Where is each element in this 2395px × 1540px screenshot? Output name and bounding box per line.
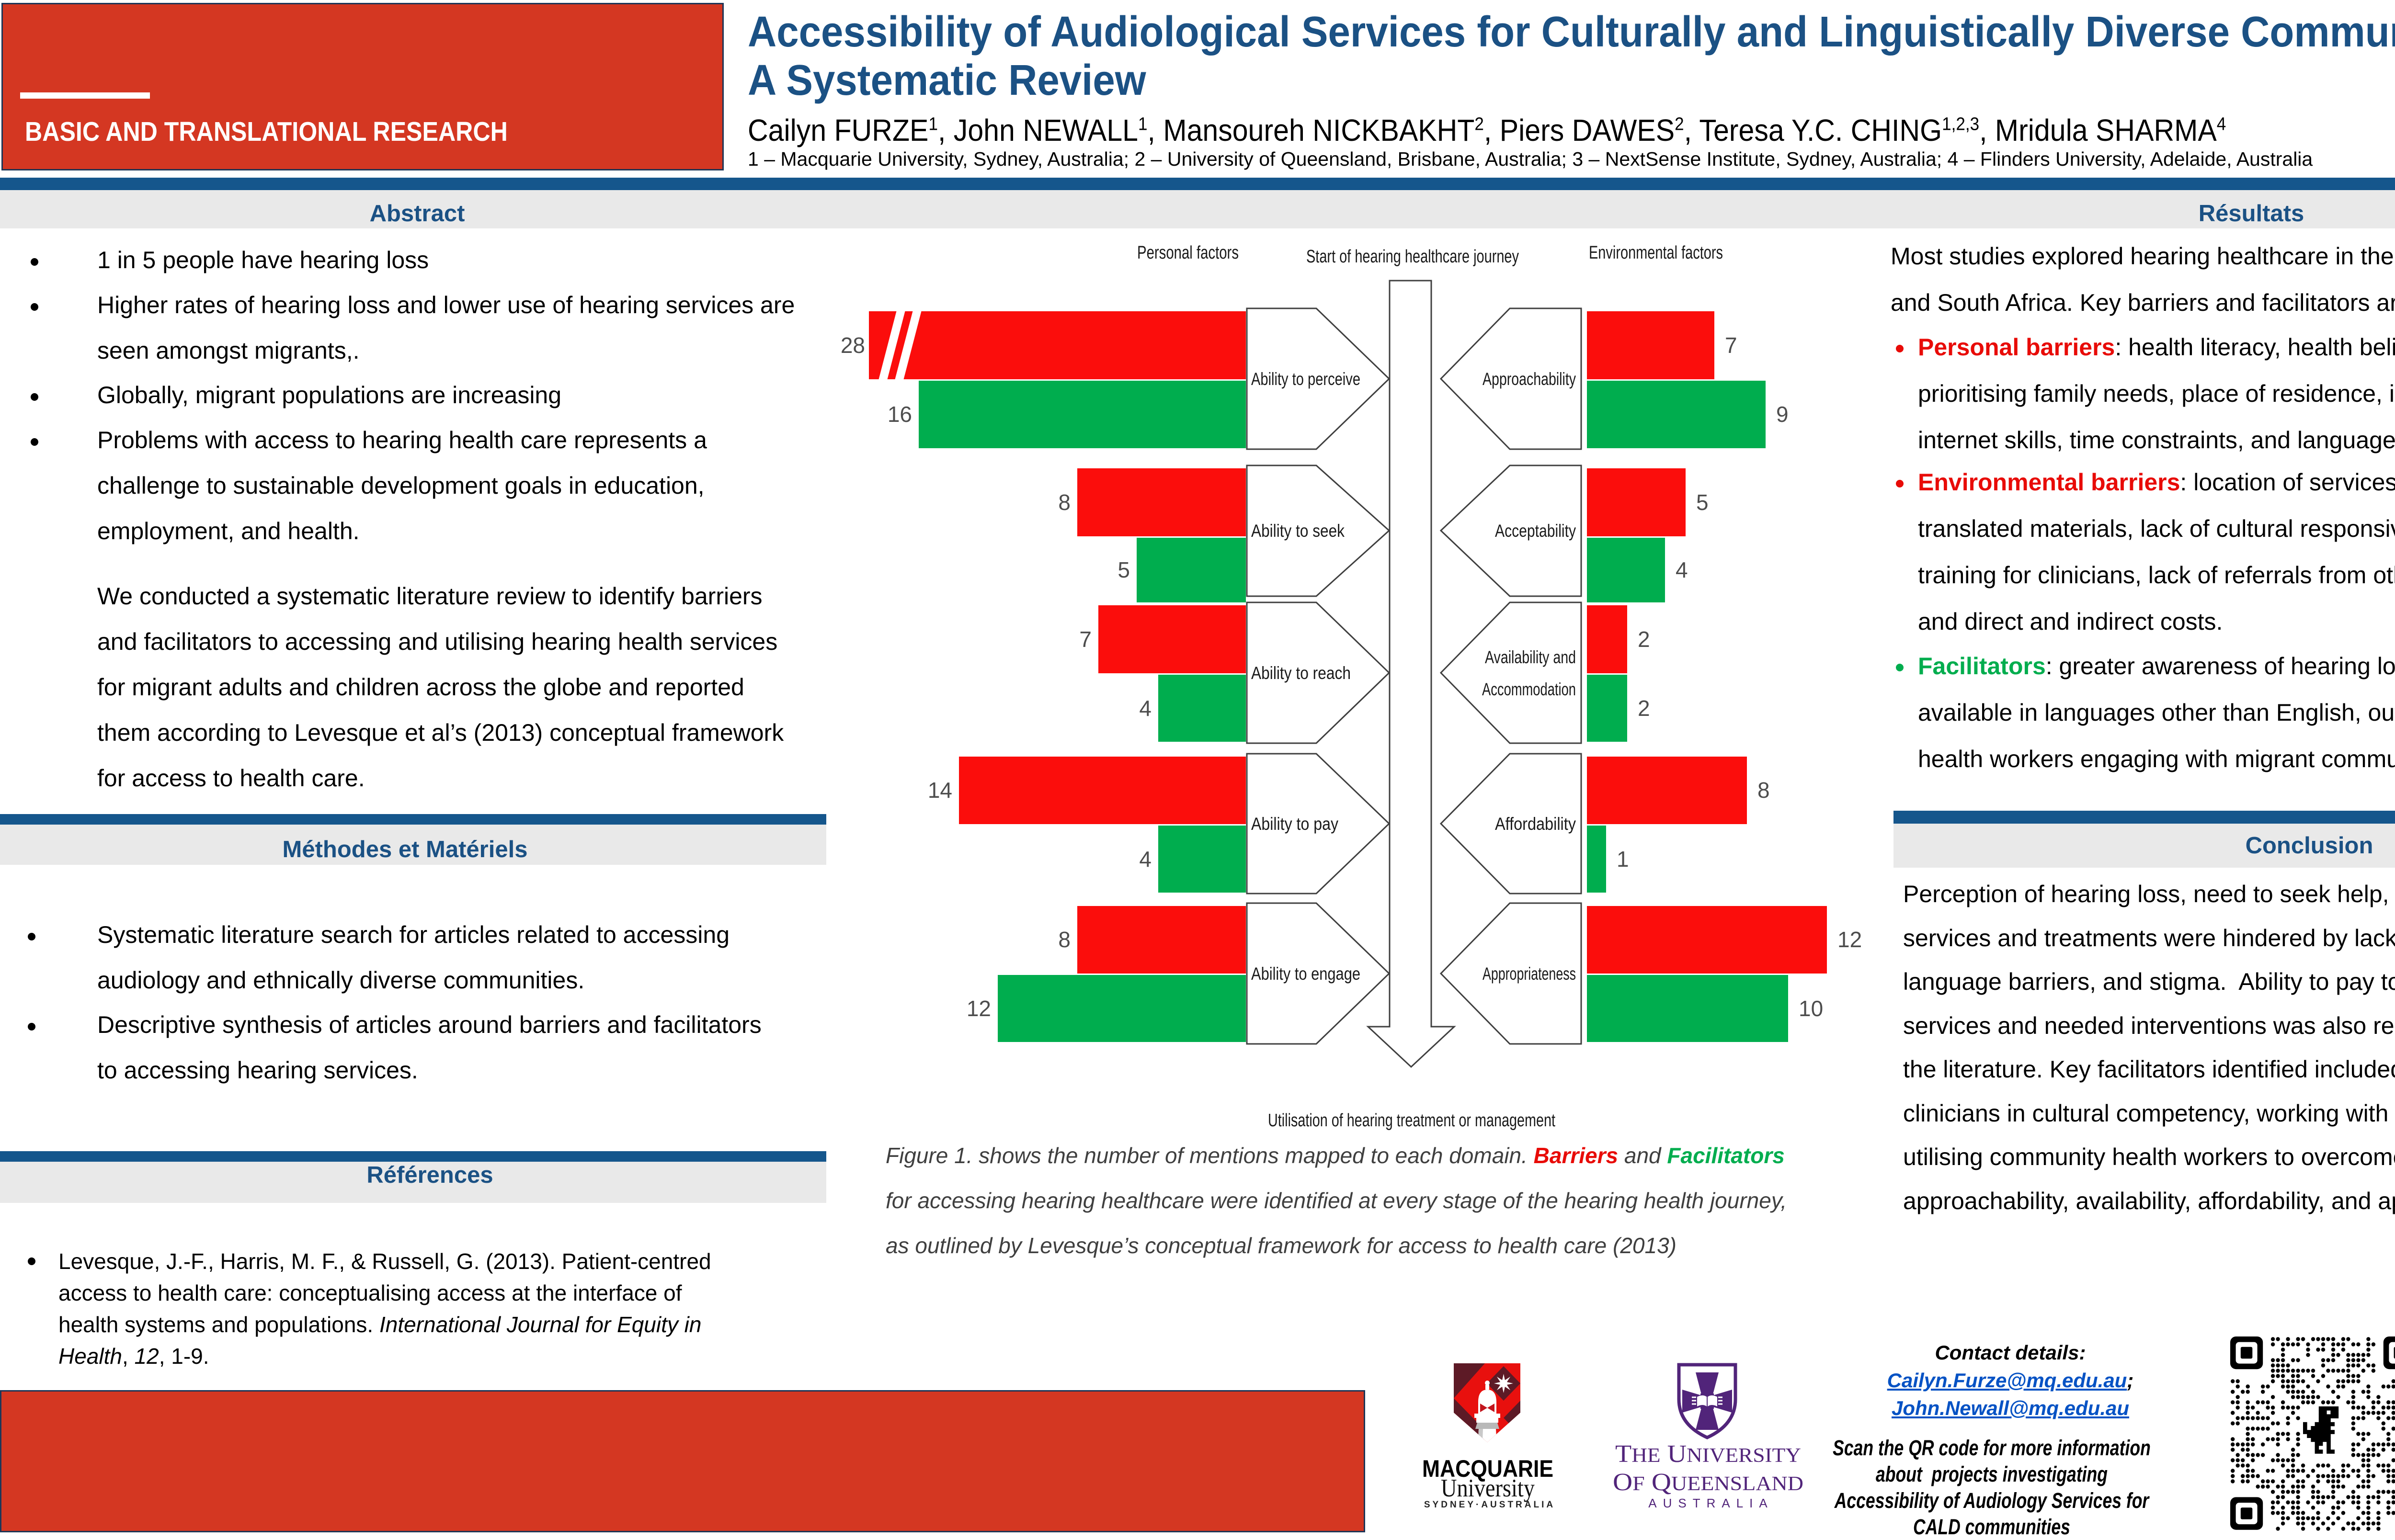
svg-text:5: 5 bbox=[1696, 490, 1709, 515]
svg-text:MACQUARIE: MACQUARIE bbox=[1422, 1455, 1553, 1482]
svg-text:Environmental factors: Environmental factors bbox=[1589, 243, 1723, 263]
svg-text:University: University bbox=[1441, 1474, 1535, 1502]
svg-text:Ability to engage: Ability to engage bbox=[1251, 964, 1360, 984]
svg-text:Affordability: Affordability bbox=[1495, 814, 1576, 834]
svg-text:8: 8 bbox=[1058, 490, 1071, 515]
svg-text:Availability and: Availability and bbox=[1485, 647, 1576, 667]
svg-text:12: 12 bbox=[1837, 927, 1862, 952]
svg-text:Personal factors: Personal factors bbox=[1137, 243, 1239, 263]
svg-text:7: 7 bbox=[1079, 627, 1092, 652]
svg-text:7: 7 bbox=[1725, 333, 1737, 358]
svg-text:10: 10 bbox=[1799, 996, 1823, 1021]
svg-text:Ability to perceive: Ability to perceive bbox=[1251, 369, 1360, 389]
svg-text:Accommodation: Accommodation bbox=[1482, 679, 1576, 699]
svg-text:Ability to pay: Ability to pay bbox=[1251, 814, 1338, 834]
svg-text:1: 1 bbox=[1617, 847, 1629, 872]
svg-text:12: 12 bbox=[967, 996, 991, 1021]
svg-text:Ability to seek: Ability to seek bbox=[1251, 521, 1345, 541]
svg-text:5: 5 bbox=[1118, 557, 1130, 582]
svg-text:Start of hearing healthcare jo: Start of hearing healthcare journey bbox=[1306, 247, 1519, 267]
svg-text:2: 2 bbox=[1638, 627, 1650, 652]
svg-text:SYDNEY·AUSTRALIA: SYDNEY·AUSTRALIA bbox=[1424, 1500, 1555, 1510]
svg-text:2: 2 bbox=[1638, 696, 1650, 721]
svg-text:8: 8 bbox=[1757, 778, 1770, 803]
svg-text:28: 28 bbox=[841, 333, 865, 358]
svg-text:9: 9 bbox=[1776, 402, 1789, 427]
svg-text:14: 14 bbox=[928, 778, 952, 803]
svg-text:Ability to reach: Ability to reach bbox=[1251, 663, 1351, 683]
svg-text:4: 4 bbox=[1676, 557, 1688, 582]
svg-text:Approachability: Approachability bbox=[1483, 369, 1576, 389]
svg-text:Acceptability: Acceptability bbox=[1495, 521, 1576, 541]
svg-text:4: 4 bbox=[1139, 696, 1152, 721]
svg-text:4: 4 bbox=[1139, 847, 1152, 872]
svg-text:THE UNIVERSITY: THE UNIVERSITY bbox=[1615, 1440, 1801, 1468]
svg-text:AUSTRALIA: AUSTRALIA bbox=[1648, 1496, 1774, 1510]
svg-text:Appropriateness: Appropriateness bbox=[1483, 964, 1576, 984]
svg-text:16: 16 bbox=[888, 402, 912, 427]
svg-text:8: 8 bbox=[1058, 927, 1071, 952]
svg-text:Utilisation of hearing treatme: Utilisation of hearing treatment or mana… bbox=[1268, 1110, 1555, 1131]
